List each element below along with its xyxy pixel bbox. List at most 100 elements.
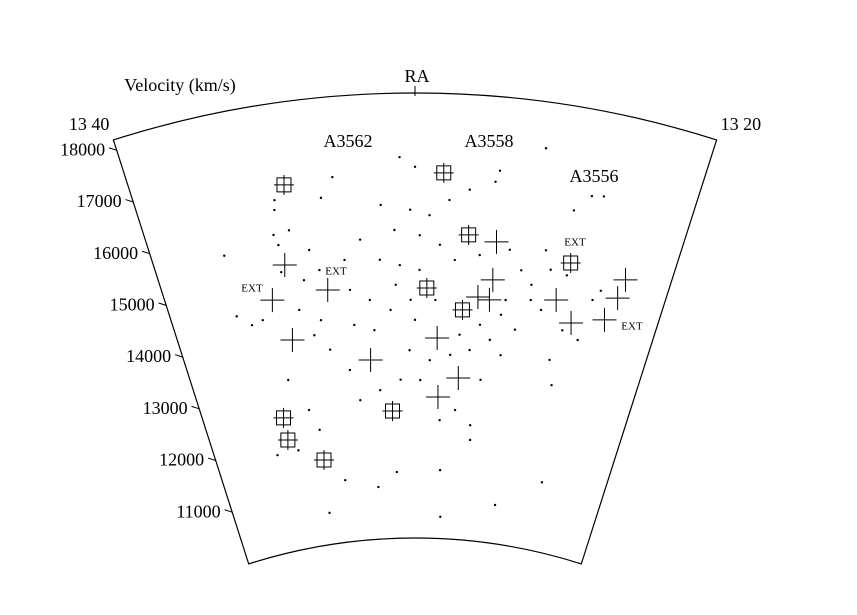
galaxy-dot xyxy=(458,333,461,336)
galaxy-dot xyxy=(499,313,503,317)
boxed-cross-marker xyxy=(452,299,473,320)
galaxy-dot xyxy=(438,243,442,246)
y-tick-label: 15000 xyxy=(110,295,155,315)
galaxy-dot xyxy=(272,233,275,237)
galaxy-dot xyxy=(277,243,280,247)
galaxy-dot xyxy=(448,198,451,202)
galaxy-dot xyxy=(377,485,380,489)
galaxy-dot xyxy=(520,269,523,272)
y-tick xyxy=(207,457,216,461)
cross-marker xyxy=(592,307,617,332)
boxed-cross-marker xyxy=(273,407,294,428)
boxed-cross-marker xyxy=(382,400,403,421)
galaxy-dot xyxy=(318,268,321,272)
galaxy-dot xyxy=(591,298,594,302)
y-tick-label: 16000 xyxy=(93,243,138,263)
galaxy-dot xyxy=(297,449,300,452)
boxed-cross-marker xyxy=(314,449,335,470)
cross-marker xyxy=(480,267,505,292)
galaxy-dot xyxy=(393,228,396,232)
galaxy-dot xyxy=(331,175,334,179)
galaxy-dot xyxy=(498,169,502,172)
galaxy-dot xyxy=(307,408,311,412)
cross-marker xyxy=(272,253,297,278)
cross-marker xyxy=(613,267,638,292)
galaxy-dot xyxy=(394,283,397,286)
galaxy-dot xyxy=(280,270,283,274)
cross-marker xyxy=(446,365,471,390)
galaxy-dot xyxy=(438,418,441,422)
galaxy-dot xyxy=(468,188,472,191)
galaxy-dot xyxy=(576,338,579,342)
galaxy-dot xyxy=(408,349,411,352)
galaxy-dot xyxy=(368,298,372,302)
galaxy-dot xyxy=(353,323,356,327)
y-tick-label: 18000 xyxy=(60,139,105,159)
galaxy-dot xyxy=(348,288,352,292)
boxed-cross-marker xyxy=(433,162,454,183)
annotation: EXT xyxy=(325,266,347,278)
cross-marker xyxy=(358,347,383,372)
galaxy-dot xyxy=(468,424,472,427)
galaxy-dot xyxy=(348,368,352,372)
cross-marker xyxy=(315,278,340,303)
galaxy-dot xyxy=(599,289,602,293)
annotation: EXT xyxy=(621,321,643,333)
galaxy-dot xyxy=(261,318,265,322)
boxed-cross-marker xyxy=(560,252,581,273)
x-axis-label: RA xyxy=(404,66,429,86)
galaxy-dot xyxy=(419,378,422,382)
galaxy-dot xyxy=(398,263,402,267)
galaxy-dot xyxy=(565,274,568,277)
galaxy-dot xyxy=(308,248,311,252)
cross-marker xyxy=(544,287,569,312)
galaxy-dot xyxy=(418,233,421,237)
galaxy-dot xyxy=(319,196,323,200)
y-tick xyxy=(158,302,167,306)
galaxy-dot xyxy=(428,214,431,217)
galaxy-dot xyxy=(548,358,551,362)
galaxy-dot xyxy=(478,253,481,257)
galaxy-dot xyxy=(468,348,471,352)
y-tick xyxy=(224,509,233,513)
galaxy-dot xyxy=(508,248,512,251)
galaxy-dot xyxy=(478,323,482,326)
galaxy-dot xyxy=(488,338,492,342)
galaxy-dot xyxy=(529,298,532,302)
y-axis-label: Velocity (km/s) xyxy=(124,75,235,96)
y-tick-label: 14000 xyxy=(126,346,171,366)
galaxy-dot xyxy=(359,398,362,402)
galaxy-dot xyxy=(298,308,301,312)
galaxy-dot xyxy=(453,258,456,262)
galaxy-dot xyxy=(513,328,517,331)
annotation: EXT xyxy=(241,283,263,295)
x-tick-label: 13 40 xyxy=(69,114,110,134)
galaxy-dot xyxy=(302,279,306,282)
galaxy-dot xyxy=(235,315,238,318)
galaxy-dot xyxy=(530,283,533,287)
galaxy-dot xyxy=(494,180,497,183)
annotation: A3558 xyxy=(465,131,514,151)
boxed-cross-marker xyxy=(416,277,437,298)
galaxy-dot xyxy=(413,165,417,169)
galaxy-dot xyxy=(434,298,437,302)
galaxy-dot xyxy=(561,329,564,332)
galaxy-dot xyxy=(223,254,226,257)
y-tick xyxy=(191,405,200,410)
y-tick-label: 17000 xyxy=(77,191,122,211)
galaxy-dot xyxy=(468,438,472,442)
galaxy-dot xyxy=(313,334,316,337)
galaxy-dot xyxy=(328,511,331,515)
galaxy-dot xyxy=(499,354,502,357)
galaxy-dot xyxy=(493,503,497,507)
galaxy-dot xyxy=(409,298,412,301)
galaxy-dot xyxy=(379,203,382,207)
cross-marker xyxy=(425,384,450,409)
galaxy-dot xyxy=(413,318,417,322)
galaxy-dot xyxy=(438,468,442,472)
galaxy-dot xyxy=(408,208,412,211)
boxed-cross-marker xyxy=(458,224,479,245)
y-tick xyxy=(174,354,183,358)
